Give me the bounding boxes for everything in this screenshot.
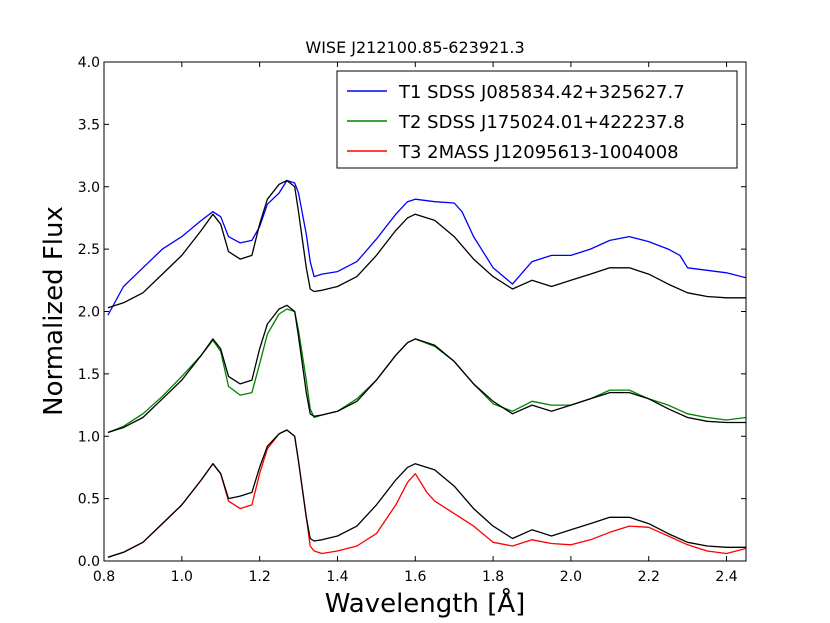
chart-title: WISE J212100.85-623921.3	[305, 38, 524, 57]
legend: T1 SDSS J085834.42+325627.7 T2 SDSS J1750…	[336, 70, 738, 169]
series-line-4	[107, 179, 746, 309]
series-layer	[107, 179, 746, 558]
y-tick-label: 0.0	[78, 554, 100, 570]
legend-label-1: T1 SDSS J085834.42+325627.7	[398, 82, 685, 103]
x-axis: 0.8 1.0 1.2 1.4 1.6 1.8 2.0 2.2 2.4	[93, 62, 738, 585]
y-axis: 0.0 0.5 1.0 1.5 2.0 2.5 3.0 3.5 4.0	[78, 55, 746, 570]
series-line-6	[107, 429, 746, 558]
legend-label-2: T2 SDSS J175024.01+422237.8	[398, 112, 685, 133]
y-axis-label: Normalized Flux	[39, 206, 69, 416]
x-tick-label: 1.8	[482, 569, 504, 585]
y-tick-label: 1.5	[78, 367, 100, 383]
x-tick-label: 1.2	[249, 569, 271, 585]
y-tick-label: 2.0	[78, 305, 100, 321]
y-tick-label: 2.5	[78, 242, 100, 258]
x-tick-label: 2.0	[560, 569, 582, 585]
y-tick-label: 3.5	[78, 117, 100, 133]
x-tick-label: 0.8	[93, 569, 115, 585]
y-tick-label: 4.0	[78, 55, 100, 71]
series-line-3	[107, 429, 746, 558]
x-tick-label: 1.4	[326, 569, 348, 585]
x-tick-label: 1.0	[171, 569, 193, 585]
legend-box	[336, 70, 738, 169]
x-tick-label: 2.2	[638, 569, 660, 585]
y-tick-label: 3.0	[78, 180, 100, 196]
series-line-1	[107, 179, 746, 316]
x-tick-label: 1.6	[404, 569, 426, 585]
x-tick-label: 2.4	[715, 569, 737, 585]
legend-label-3: T3 2MASS J12095613-1004008	[398, 142, 679, 163]
x-axis-label: Wavelength [Å]	[325, 587, 526, 619]
series-line-5	[107, 304, 746, 434]
y-tick-label: 0.5	[78, 492, 100, 508]
y-tick-label: 1.0	[78, 429, 100, 445]
series-line-2	[107, 308, 746, 434]
